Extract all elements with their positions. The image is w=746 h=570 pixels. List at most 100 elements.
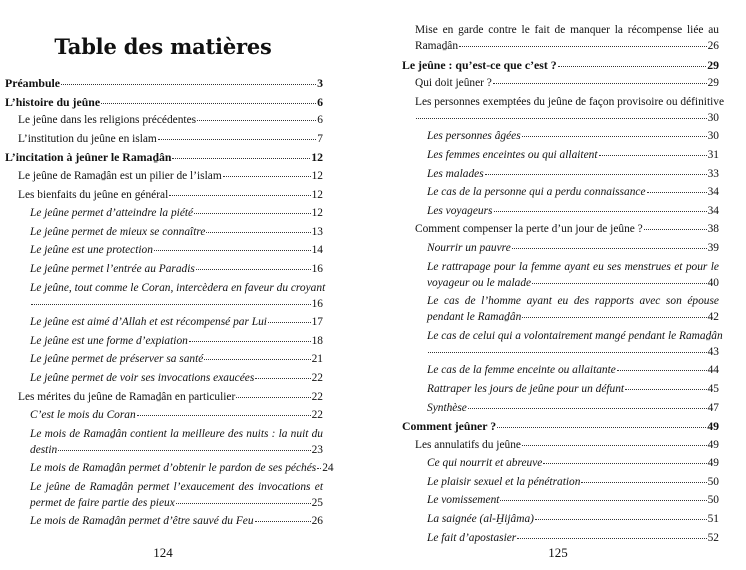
toc-entry[interactable]: Le jeûne permet de voir ses invocations … [5, 370, 323, 386]
toc-row[interactable]: Ce qui nourrit et abreuve 49 [427, 455, 719, 471]
toc-row[interactable]: voyageur ou le malade 40 [427, 275, 719, 291]
toc-row[interactable]: Les annulatifs du jeûne 49 [415, 437, 719, 453]
toc-entry[interactable]: Rattraper les jours de jeûne pour un déf… [402, 381, 719, 397]
toc-row[interactable]: permet de faire partie des pieux 25 [30, 495, 323, 511]
toc-entry[interactable]: Le cas de celui qui a volontairement man… [402, 328, 723, 360]
toc-row[interactable]: Comment jeûner ? 49 [402, 418, 719, 434]
toc-row[interactable]: Les voyageurs 34 [427, 203, 719, 219]
toc-row[interactable]: L’histoire du jeûne 6 [5, 94, 323, 110]
toc-entry[interactable]: Le cas de la personne qui a perdu connai… [402, 184, 719, 200]
toc-row[interactable]: 30 [415, 110, 719, 126]
toc-entry[interactable]: C’est le mois du Coran 22 [5, 407, 323, 423]
toc-entry[interactable]: L’incitation à jeûner le Ramaḏân 12 [5, 149, 323, 165]
toc-page-number: 51 [707, 513, 719, 526]
toc-entry[interactable]: L’histoire du jeûne 6 [5, 94, 323, 110]
toc-row[interactable]: Le cas de la personne qui a perdu connai… [427, 184, 719, 200]
toc-row[interactable]: Le jeûne permet l’entrée au Paradis 16 [30, 261, 323, 277]
toc-entry[interactable]: Les annulatifs du jeûne 49 [402, 437, 719, 453]
toc-row[interactable]: Le jeûne permet de préserver sa santé 21 [30, 351, 323, 367]
toc-entry[interactable]: Les personnes âgées 30 [402, 128, 719, 144]
toc-entry[interactable]: Le cas de l’homme ayant eu des rapports … [402, 293, 719, 325]
toc-entry[interactable]: Le jeûne, tout comme le Coran, intercède… [5, 280, 325, 312]
toc-entry[interactable]: Le cas de la femme enceinte ou allaitant… [402, 362, 719, 378]
toc-row[interactable]: Le vomissement 50 [427, 492, 719, 508]
toc-entry[interactable]: Le jeûne permet l’entrée au Paradis 16 [5, 261, 323, 277]
toc-list: Préambule 3 L’histoire du jeûne 6 Le jeûne d… [5, 75, 334, 532]
toc-page-number: 12 [311, 169, 323, 182]
toc-entry[interactable]: Le jeûne : qu’est-ce que c’est ? 29 [402, 57, 719, 73]
toc-row[interactable]: Le jeûne est aimé d’Allah et est récompe… [30, 314, 323, 330]
toc-entry[interactable]: Le mois de Ramaḏân permet d’obtenir le p… [5, 460, 334, 476]
toc-row[interactable]: 43 [427, 344, 719, 360]
toc-row[interactable]: Le jeûne de Ramaḏân est un pilier de l’i… [18, 168, 323, 184]
toc-entry[interactable]: Comment jeûner ? 49 [402, 418, 719, 434]
toc-entry[interactable]: Nourrir un pauvre 39 [402, 240, 719, 256]
toc-row[interactable]: 16 [30, 296, 323, 312]
toc-entry[interactable]: Le jeûne est une forme d’expiation 18 [5, 333, 323, 349]
toc-entry[interactable]: Le rattrapage pour la femme ayant eu ses… [402, 259, 719, 291]
toc-row[interactable]: destin 23 [30, 442, 323, 458]
toc-row[interactable]: Le plaisir sexuel et la pénétration 50 [427, 474, 719, 490]
toc-row[interactable]: Les bienfaits du jeûne en général 12 [18, 187, 323, 203]
toc-entry[interactable]: Le vomissement 50 [402, 492, 719, 508]
toc-entry[interactable]: Le jeûne permet de préserver sa santé 21 [5, 351, 323, 367]
toc-row[interactable]: Le jeûne est une protection 14 [30, 242, 323, 258]
toc-row[interactable]: Le mois de Ramaḏân permet d’obtenir le p… [30, 460, 334, 476]
toc-entry[interactable]: Le jeûne permet d’atteindre la piété 12 [5, 205, 323, 221]
toc-page-number: 22 [311, 371, 323, 384]
toc-row[interactable]: Qui doit jeûner ? 29 [415, 75, 719, 91]
toc-row[interactable]: C’est le mois du Coran 22 [30, 407, 323, 423]
toc-row[interactable]: Le mois de Ramaḏân permet d’être sauvé d… [30, 513, 323, 529]
toc-entry[interactable]: Le jeûne dans les religions précédentes 6 [5, 112, 323, 128]
toc-entry[interactable]: Qui doit jeûner ? 29 [402, 75, 719, 91]
toc-row[interactable]: L’institution du jeûne en islam 7 [18, 131, 323, 147]
dot-leader [500, 500, 707, 502]
toc-entry[interactable]: Le jeûne est une protection 14 [5, 242, 323, 258]
toc-entry[interactable]: Préambule 3 [5, 75, 323, 91]
toc-row[interactable]: Ramaḏân 26 [415, 38, 719, 54]
toc-row[interactable]: Le jeûne : qu’est-ce que c’est ? 29 [402, 57, 719, 73]
toc-row[interactable]: Le jeûne permet d’atteindre la piété 12 [30, 205, 323, 221]
toc-entry-title: Le jeûne est aimé d’Allah et est récompe… [30, 316, 267, 329]
toc-row[interactable]: Le cas de la femme enceinte ou allaitant… [427, 362, 719, 378]
toc-row[interactable]: Les malades 33 [427, 166, 719, 182]
toc-row[interactable]: Le jeûne permet de voir ses invocations … [30, 370, 323, 386]
toc-row[interactable]: Les personnes âgées 30 [427, 128, 719, 144]
toc-row[interactable]: L’incitation à jeûner le Ramaḏân 12 [5, 149, 323, 165]
toc-entry[interactable]: Les voyageurs 34 [402, 203, 719, 219]
toc-entry[interactable]: Le jeûne de Ramaḏân est un pilier de l’i… [5, 168, 323, 184]
toc-entry[interactable]: Le plaisir sexuel et la pénétration 50 [402, 474, 719, 490]
toc-entry[interactable]: Le mois de Ramaḏân contient la meilleure… [5, 426, 323, 458]
toc-entry[interactable]: Les mérites du jeûne de Ramaḏân en parti… [5, 389, 323, 405]
toc-row[interactable]: Comment compenser la perte d’un jour de … [415, 221, 719, 237]
toc-entry[interactable]: La saignée (al-H̱ijâma) 51 [402, 511, 719, 527]
toc-entry[interactable]: L’institution du jeûne en islam 7 [5, 131, 323, 147]
toc-row[interactable]: Le fait d’apostasier 52 [427, 530, 719, 546]
toc-entry[interactable]: Le jeûne permet de mieux se connaître 13 [5, 224, 323, 240]
toc-entry[interactable]: Comment compenser la perte d’un jour de … [402, 221, 719, 237]
toc-entry[interactable]: Synthèse 47 [402, 400, 719, 416]
toc-row[interactable]: Rattraper les jours de jeûne pour un déf… [427, 381, 719, 397]
toc-entry-title: L’incitation à jeûner le Ramaḏân [5, 150, 172, 165]
toc-row[interactable]: Les femmes enceintes ou qui allaitent 31 [427, 147, 719, 163]
toc-row[interactable]: Le jeûne dans les religions précédentes 6 [18, 112, 323, 128]
toc-entry[interactable]: Le jeûne est aimé d’Allah et est récompe… [5, 314, 323, 330]
toc-entry[interactable]: Les personnes exemptées du jeûne de faço… [402, 94, 724, 126]
toc-row[interactable]: La saignée (al-H̱ijâma) 51 [427, 511, 719, 527]
toc-entry[interactable]: Le jeûne de Ramaḏân permet l’exaucement … [5, 479, 323, 511]
toc-entry[interactable]: Le mois de Ramaḏân permet d’être sauvé d… [5, 513, 323, 529]
toc-entry[interactable]: Le fait d’apostasier 52 [402, 530, 719, 546]
toc-row[interactable]: Synthèse 47 [427, 400, 719, 416]
toc-row[interactable]: Préambule 3 [5, 75, 323, 91]
toc-row[interactable]: Le jeûne est une forme d’expiation 18 [30, 333, 323, 349]
toc-entry-title: Le mois de Ramaḏân permet d’être sauvé d… [30, 515, 254, 528]
toc-row[interactable]: Le jeûne permet de mieux se connaître 13 [30, 224, 323, 240]
toc-row[interactable]: Les mérites du jeûne de Ramaḏân en parti… [18, 389, 323, 405]
toc-entry[interactable]: Les bienfaits du jeûne en général 12 [5, 187, 323, 203]
toc-row[interactable]: pendant le Ramaḏân 42 [427, 309, 719, 325]
toc-entry[interactable]: Ce qui nourrit et abreuve 49 [402, 455, 719, 471]
toc-row[interactable]: Nourrir un pauvre 39 [427, 240, 719, 256]
toc-entry[interactable]: Les femmes enceintes ou qui allaitent 31 [402, 147, 719, 163]
toc-entry[interactable]: Les malades 33 [402, 166, 719, 182]
toc-entry[interactable]: Mise en garde contre le fait de manquer … [402, 22, 719, 54]
